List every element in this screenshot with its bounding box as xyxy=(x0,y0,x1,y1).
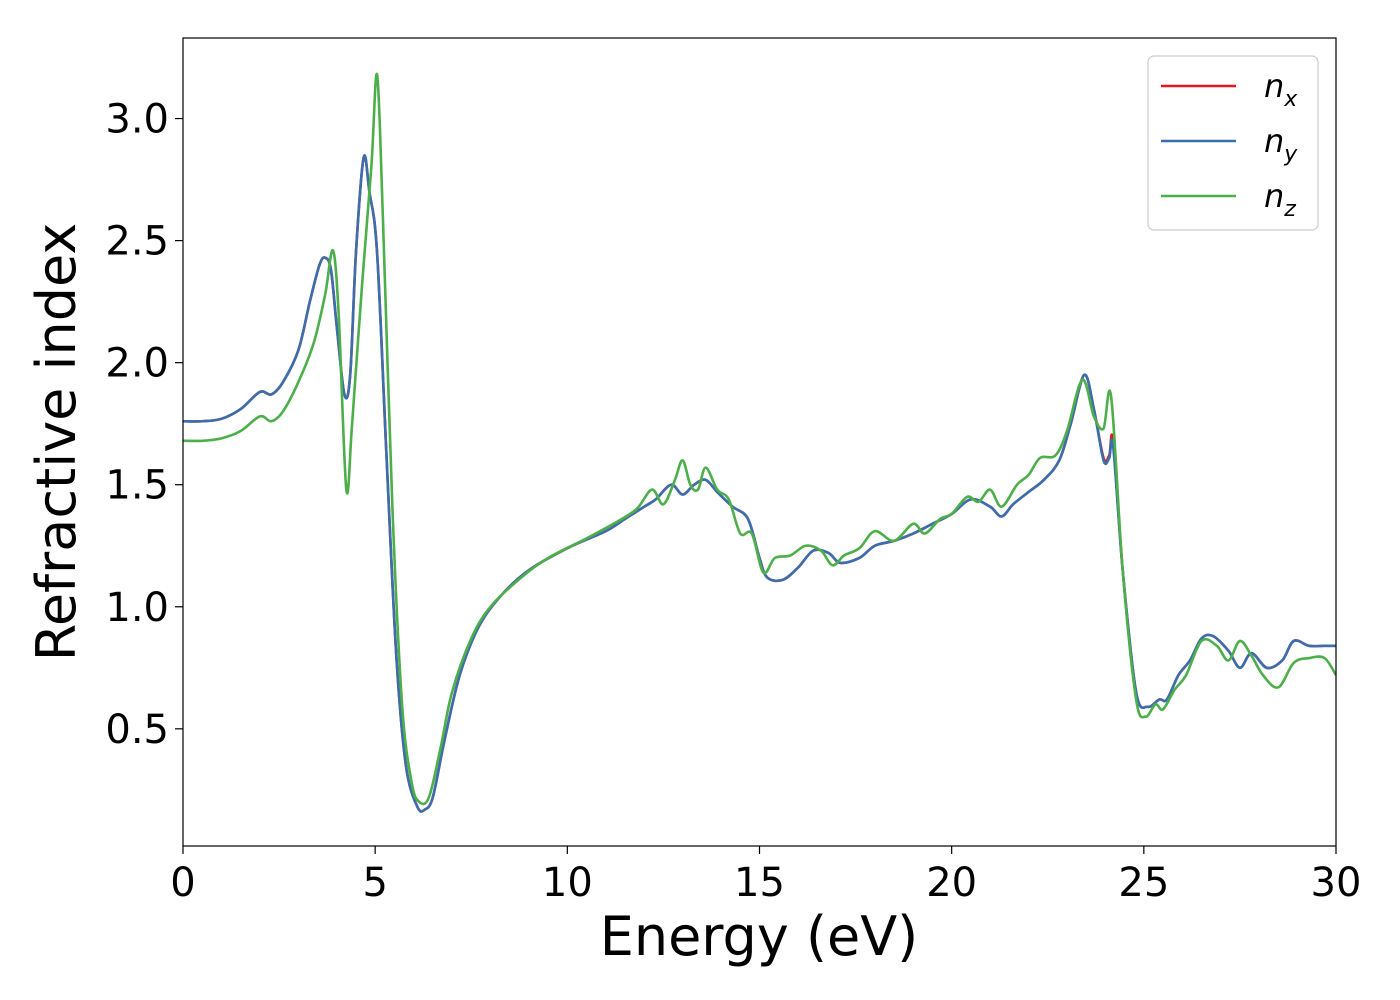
x-axis-title: Energy (eV) xyxy=(600,905,919,968)
y-axis-title: Refractive index xyxy=(25,223,88,662)
x-tick-label: 0 xyxy=(170,860,195,906)
y-tick-label: 1.5 xyxy=(105,463,169,509)
y-axis-ticks: 0.5 1.0 1.5 2.0 2.5 3.0 xyxy=(105,97,183,753)
x-tick-label: 30 xyxy=(1311,860,1362,906)
series-line-nz xyxy=(183,72,1336,806)
legend: nx ny nz xyxy=(1147,55,1319,231)
legend-label-nx: nx xyxy=(1264,67,1298,112)
legend-label-nz: nz xyxy=(1264,177,1296,222)
x-tick-label: 15 xyxy=(734,860,785,906)
legend-label-ny: ny xyxy=(1264,122,1298,167)
x-tick-label: 25 xyxy=(1118,860,1169,906)
y-tick-label: 1.0 xyxy=(105,585,169,631)
y-tick-label: 0.5 xyxy=(105,707,169,753)
x-tick-label: 10 xyxy=(542,860,593,906)
y-tick-label: 2.5 xyxy=(105,219,169,265)
y-tick-label: 3.0 xyxy=(105,97,169,143)
x-tick-label: 5 xyxy=(362,860,387,906)
x-tick-label: 20 xyxy=(926,860,977,906)
y-tick-label: 2.0 xyxy=(105,341,169,387)
x-axis-ticks: 0 5 10 15 20 25 30 xyxy=(170,846,1361,906)
legend-box xyxy=(1147,55,1319,231)
series-layer xyxy=(183,72,1336,813)
